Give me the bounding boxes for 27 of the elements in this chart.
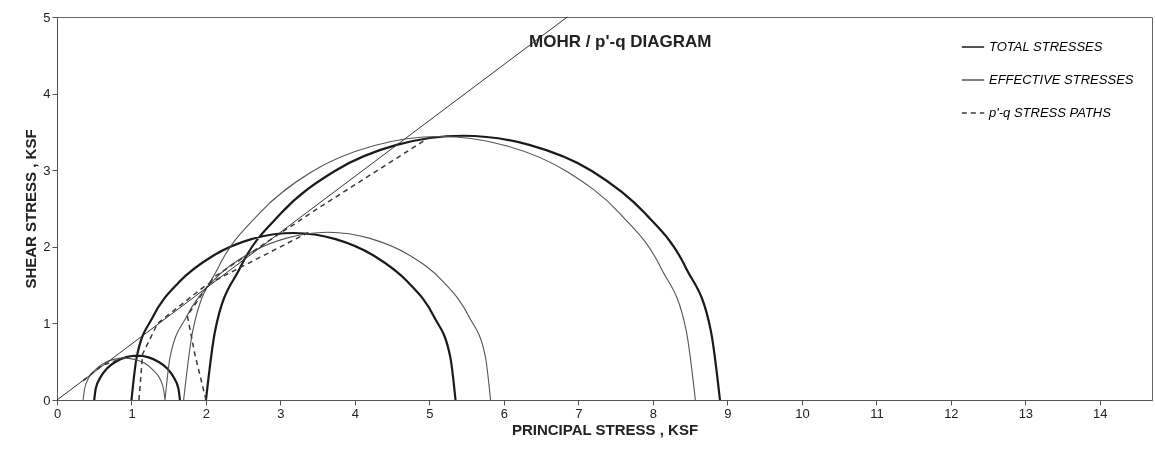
x-tick-label: 7 bbox=[575, 405, 583, 421]
x-tick-label: 1 bbox=[128, 405, 136, 421]
x-tick-label: 12 bbox=[944, 405, 959, 421]
x-tick-label: 14 bbox=[1093, 405, 1108, 421]
x-tick-label: 11 bbox=[870, 405, 884, 421]
x-tick-label: 9 bbox=[724, 405, 732, 421]
y-tick-label: 0 bbox=[43, 392, 51, 408]
x-tick-label: 3 bbox=[277, 405, 285, 421]
legend-label: EFFECTIVE STRESSES bbox=[989, 72, 1134, 87]
y-tick-label: 1 bbox=[43, 315, 51, 331]
x-tick-label: 6 bbox=[500, 405, 509, 421]
legend-label: TOTAL STRESSES bbox=[989, 39, 1103, 54]
x-tick-label: 10 bbox=[795, 405, 810, 421]
x-tick-label: 2 bbox=[202, 405, 211, 421]
x-tick-label: 8 bbox=[649, 405, 658, 421]
y-tick-label: 4 bbox=[43, 86, 51, 102]
x-tick-label: 4 bbox=[351, 405, 360, 421]
x-tick-label: 13 bbox=[1018, 405, 1034, 421]
x-axis-title: PRINCIPAL STRESS , KSF bbox=[511, 420, 699, 438]
y-tick-label: 3 bbox=[43, 162, 51, 178]
x-tick-label: 0 bbox=[53, 405, 62, 421]
y-axis-title: SHEAR STRESS , KSF bbox=[22, 129, 40, 289]
y-tick-label: 2 bbox=[43, 239, 51, 255]
x-tick-label: 5 bbox=[426, 405, 434, 421]
text: MOHR / p'-q DIAGRAM bbox=[529, 32, 712, 51]
legend-label: p'-q STRESS PATHS bbox=[988, 105, 1112, 120]
y-tick-label: 5 bbox=[43, 9, 51, 25]
